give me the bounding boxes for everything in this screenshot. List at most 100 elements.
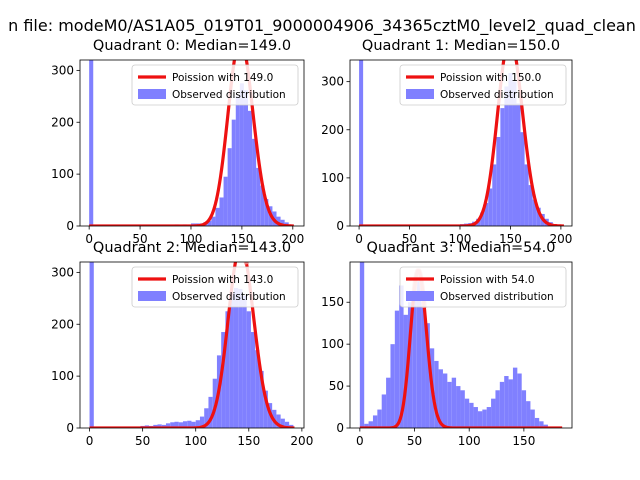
y-tick-label: 0 xyxy=(336,421,344,435)
axes-frame xyxy=(79,59,305,227)
histogram-bar xyxy=(165,423,171,428)
histogram-bar xyxy=(407,302,413,428)
histogram-bar xyxy=(447,381,452,428)
histogram-bar xyxy=(496,136,501,226)
histogram-bar xyxy=(174,421,179,428)
legend-label-observed: Observed distribution xyxy=(440,291,554,303)
panel-2: 0 50 100 150 200 0 100 200 300 Quadrant 2: Median… xyxy=(51,240,313,448)
histogram-bar xyxy=(425,323,430,428)
histogram-bar xyxy=(284,421,290,428)
histogram-bar xyxy=(243,90,248,226)
axes-frame xyxy=(349,59,573,227)
panel-title: Quadrant 3: Median=54.0 xyxy=(367,240,556,256)
histogram-bar xyxy=(231,119,236,226)
y-tick-label: 200 xyxy=(51,317,74,331)
histogram-bar xyxy=(512,367,518,428)
histogram-bar xyxy=(451,377,457,428)
histogram-bar xyxy=(491,398,496,428)
histogram-bar xyxy=(390,344,395,428)
histogram-bar xyxy=(534,417,540,428)
histogram-bar xyxy=(434,360,439,428)
plot-area xyxy=(89,262,295,428)
histogram-bar xyxy=(227,148,232,226)
histogram-bar xyxy=(252,138,257,226)
histogram-bar xyxy=(242,295,247,428)
x-tick-label: 50 xyxy=(135,434,150,448)
histogram-bar xyxy=(477,411,483,428)
histogram-bar xyxy=(211,216,216,226)
histogram-bar xyxy=(204,408,209,428)
axes-frame xyxy=(349,261,573,429)
x-tick-label: 150 xyxy=(237,434,260,448)
histogram-bar xyxy=(359,262,365,428)
histogram-bar xyxy=(238,288,243,428)
legend-label-observed: Observed distribution xyxy=(172,89,286,101)
panel-title: Quadrant 0: Median=149.0 xyxy=(93,38,291,54)
histogram-bar xyxy=(530,409,535,428)
legend-box xyxy=(399,64,567,106)
x-tick-label: 100 xyxy=(180,232,203,246)
histogram-bar xyxy=(178,422,183,428)
histogram-bar xyxy=(259,370,264,428)
histogram-bar xyxy=(157,424,162,428)
histogram-bar xyxy=(221,332,226,428)
y-tick-label: 150 xyxy=(321,295,344,309)
histogram-bar xyxy=(412,293,417,428)
y-tick-label: 200 xyxy=(51,115,74,129)
y-tick-label: 100 xyxy=(321,337,344,351)
histogram-bar xyxy=(482,409,487,428)
y-tick-label: 0 xyxy=(66,421,74,435)
legend-box xyxy=(131,266,299,308)
histogram-bar xyxy=(464,398,470,428)
x-tick-label: 0 xyxy=(86,434,94,448)
histogram-bar xyxy=(499,381,505,428)
histogram-bar xyxy=(255,350,260,428)
histogram-bar xyxy=(508,72,513,226)
histogram-bar xyxy=(386,377,391,428)
histogram-bar xyxy=(500,108,505,226)
histogram-bar xyxy=(488,188,493,226)
histogram-bar xyxy=(526,401,531,428)
legend: Poission with 54.0 Observed distribution xyxy=(399,266,567,308)
histogram-bar xyxy=(187,420,192,428)
histogram-bar xyxy=(460,390,465,428)
panel-0: 0 50 100 150 200 0 100 200 300 Quadrant 0: Median… xyxy=(51,38,305,246)
x-tick-label: 0 xyxy=(355,232,363,246)
legend: Poission with 143.0 Observed distribution xyxy=(131,266,299,308)
histogram-bar xyxy=(364,423,369,428)
axes-frame xyxy=(79,261,305,429)
histogram-bar xyxy=(456,386,461,428)
histogram-bar xyxy=(495,390,500,428)
histogram-bar xyxy=(486,407,492,428)
histogram-bar xyxy=(543,424,548,428)
legend-label-poisson: Poission with 149.0 xyxy=(172,72,273,84)
histogram-bar xyxy=(368,421,373,428)
legend-label-poisson: Poission with 143.0 xyxy=(172,274,273,286)
histogram-bar xyxy=(438,369,443,428)
y-tick-label: 100 xyxy=(51,167,74,181)
legend-box xyxy=(131,64,299,106)
legend-label-poisson: Poission with 150.0 xyxy=(440,72,541,84)
histogram-bar xyxy=(512,81,517,226)
histogram-bar xyxy=(239,83,244,226)
x-tick-label: 200 xyxy=(549,232,572,246)
histogram-bar xyxy=(195,420,200,428)
histogram-bar xyxy=(248,110,253,226)
legend-label-observed: Observed distribution xyxy=(440,89,554,101)
histogram-bar xyxy=(377,409,382,428)
legend-box xyxy=(399,266,567,308)
histogram-bar xyxy=(372,415,378,428)
x-tick-label: 0 xyxy=(356,434,364,448)
histogram-bar xyxy=(532,199,537,226)
y-tick-label: 100 xyxy=(51,369,74,383)
histogram-bar xyxy=(539,421,544,428)
histogram-bar xyxy=(421,302,426,428)
legend-bar-swatch xyxy=(406,291,434,301)
histogram-bar xyxy=(280,219,285,226)
legend: Poission with 150.0 Observed distribution xyxy=(399,64,567,106)
histogram-bar xyxy=(442,373,448,428)
legend-label-poisson: Poission with 54.0 xyxy=(440,274,535,286)
y-tick-label: 50 xyxy=(329,379,344,393)
histogram-bar xyxy=(480,212,485,226)
